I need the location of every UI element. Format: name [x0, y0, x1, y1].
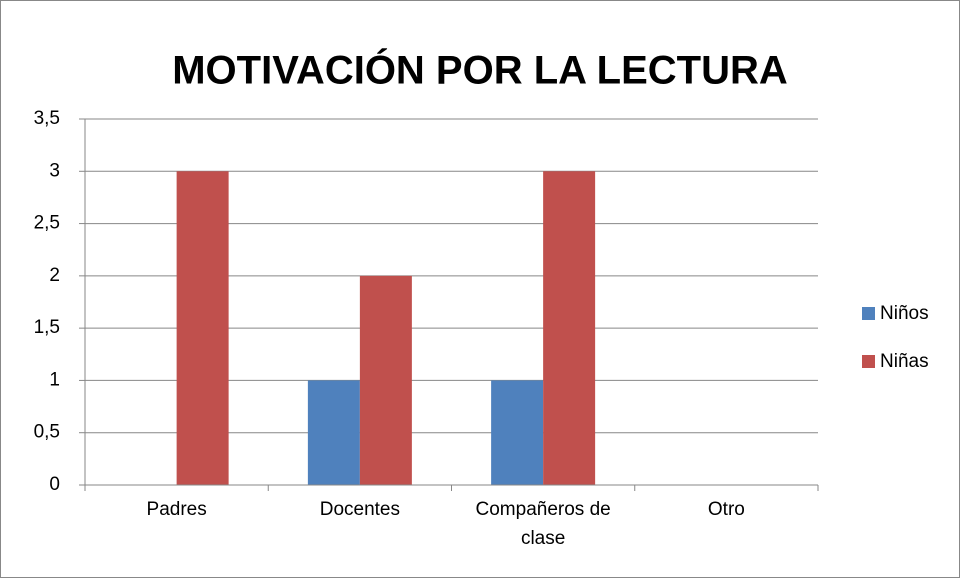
y-tick-label: 3 [49, 160, 60, 181]
bar [491, 380, 544, 485]
legend-label: Niños [880, 303, 929, 324]
x-tick-label: Docentes [319, 499, 401, 520]
legend-swatch [862, 307, 875, 320]
x-tick-label: Otro [707, 499, 745, 520]
y-tick-label: 2 [49, 265, 60, 286]
y-tick-label: 0,5 [34, 422, 60, 443]
x-tick-label: Padres [146, 499, 207, 520]
legend-label: Niñas [880, 351, 929, 372]
y-tick-label: 1,5 [34, 317, 60, 338]
y-tick-label: 3,5 [34, 108, 60, 129]
bar [543, 171, 596, 486]
bar [359, 275, 412, 485]
y-tick-label: 1 [49, 369, 60, 390]
legend-swatch [862, 355, 875, 368]
y-tick-label: 0 [49, 474, 60, 495]
chart-title: MOTIVACIÓN POR LA LECTURA [172, 47, 788, 93]
y-tick-label: 2,5 [34, 213, 60, 234]
x-tick-label: Compañeros de clase [475, 499, 611, 549]
bar [307, 380, 360, 485]
bar [176, 171, 229, 486]
